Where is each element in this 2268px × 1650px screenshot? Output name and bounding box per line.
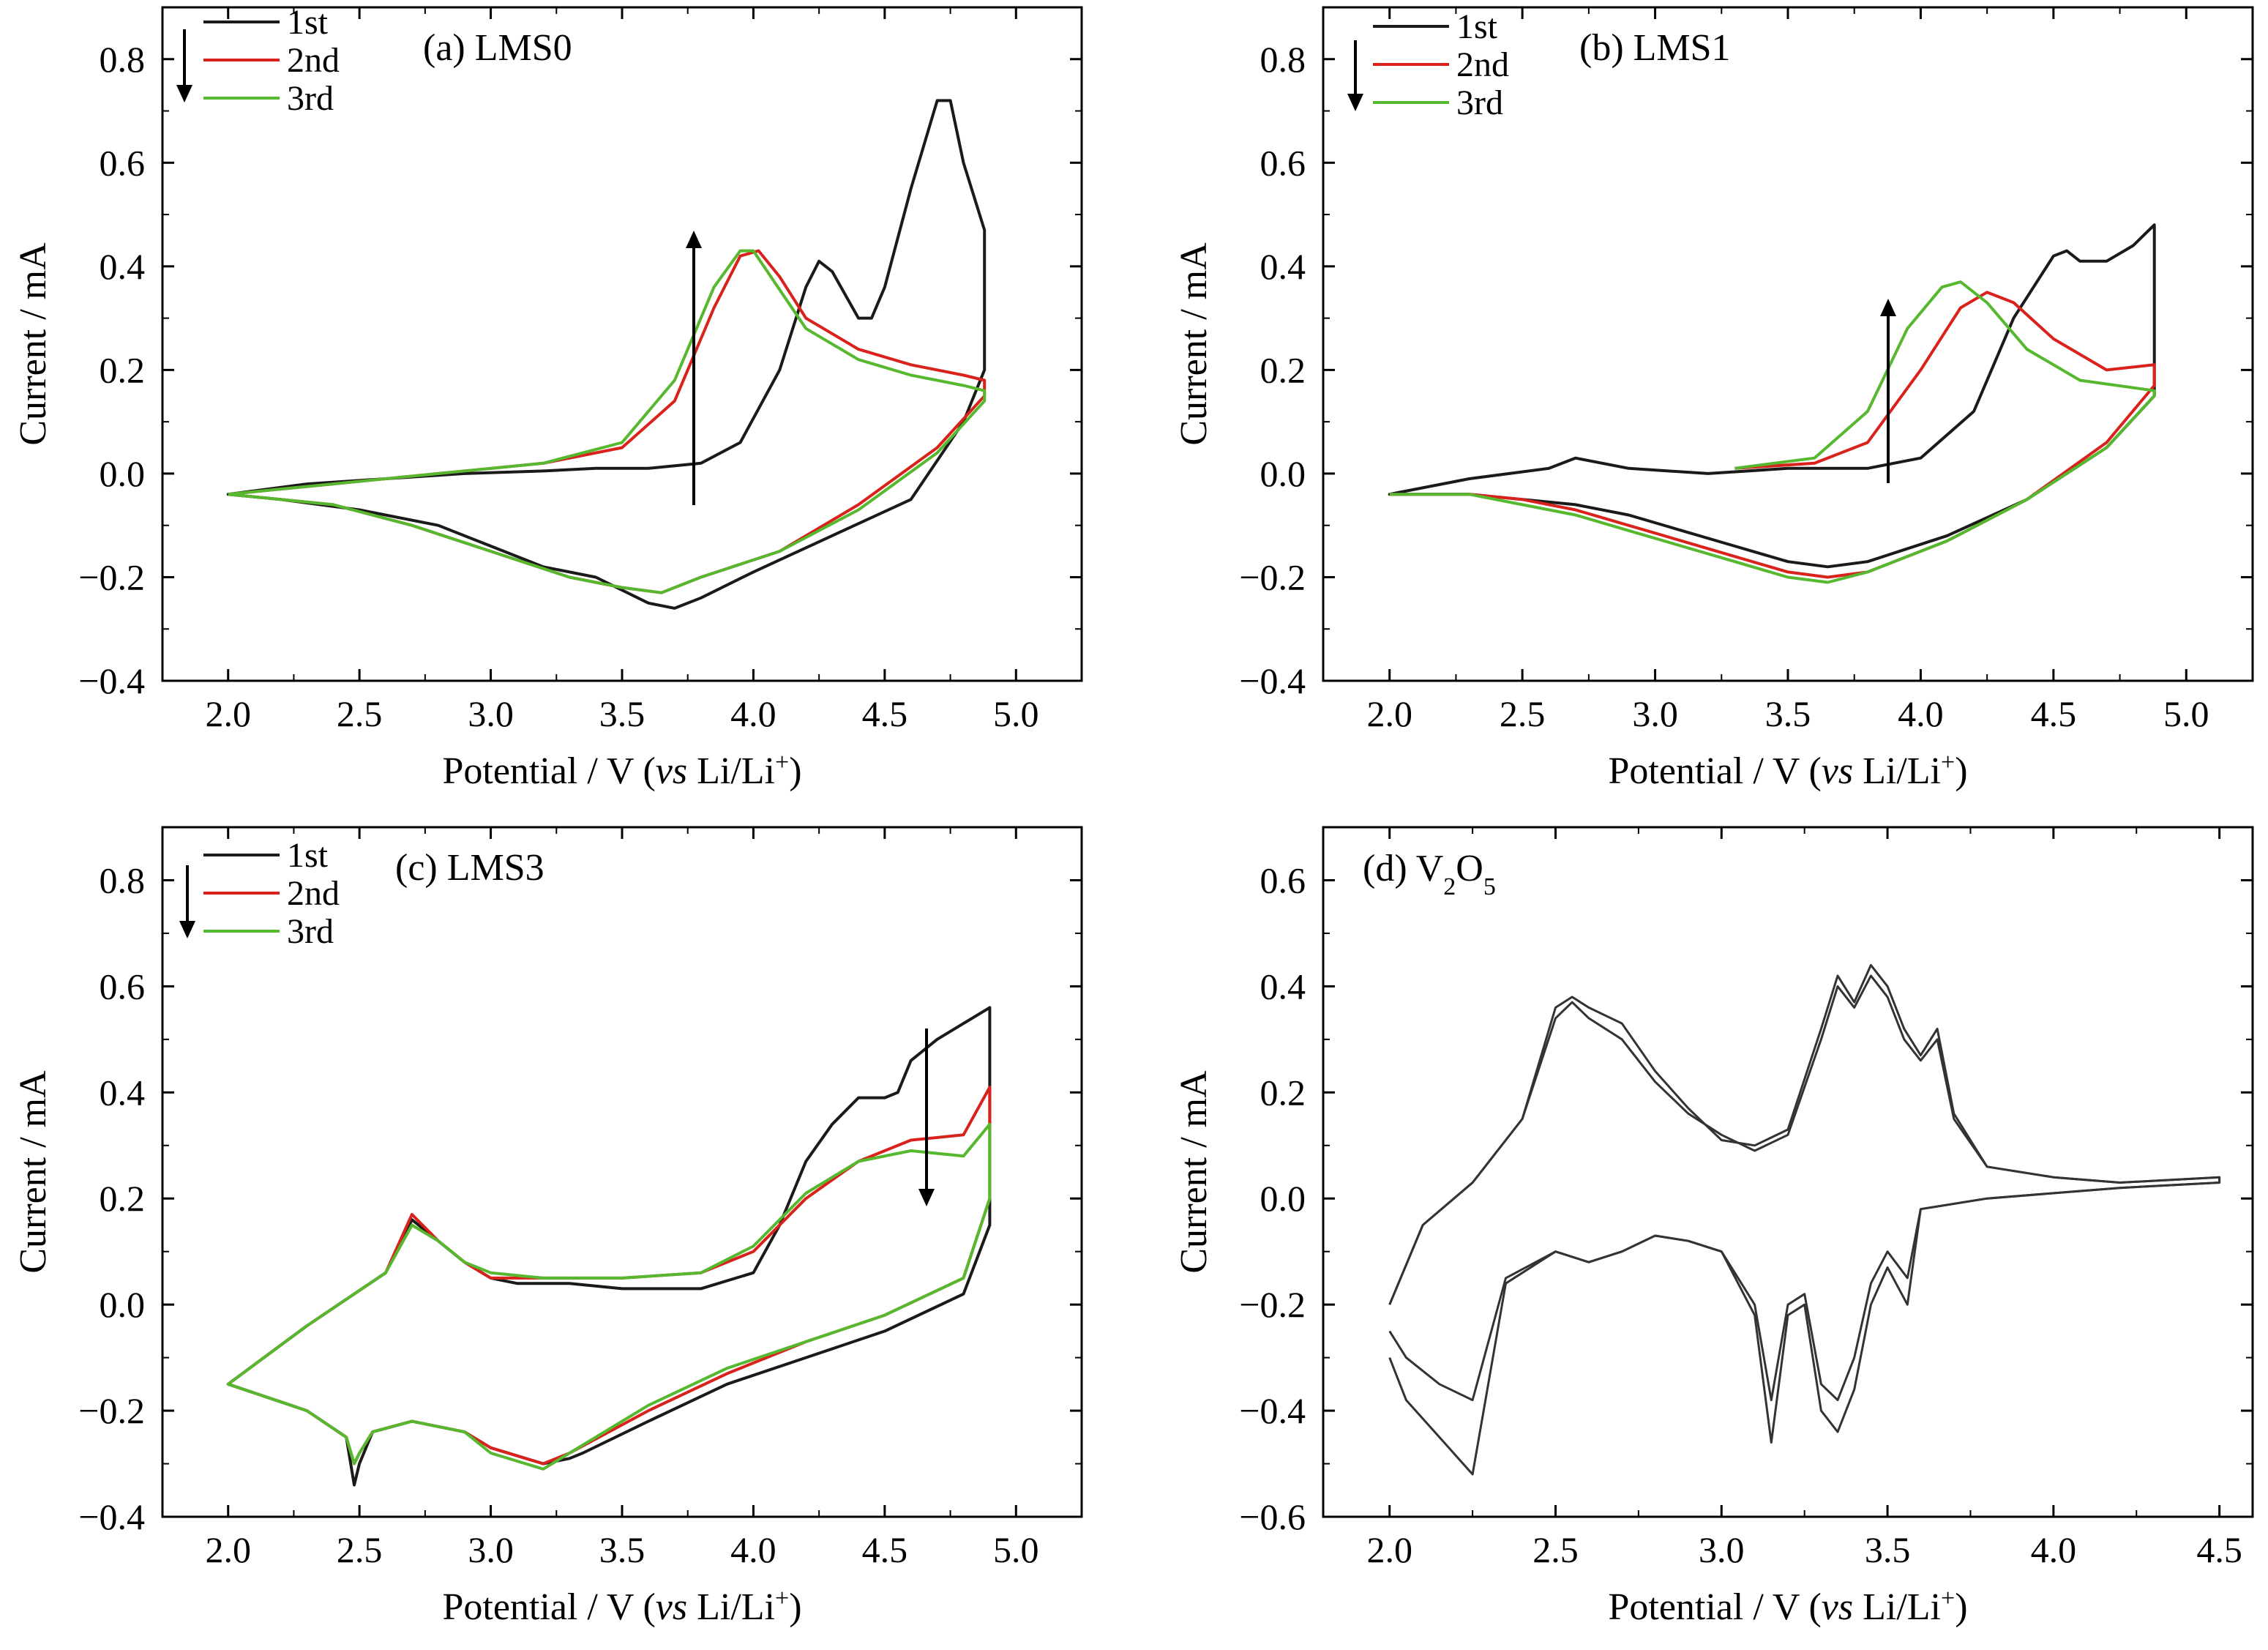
scan-arrow-head bbox=[1880, 299, 1896, 316]
series-line-3rd bbox=[1389, 280, 2156, 584]
plot-frame bbox=[1322, 826, 2254, 1518]
x-tick-label: 2.5 bbox=[1500, 693, 1546, 734]
series-line-1st bbox=[226, 1006, 992, 1487]
y-axis-label: Current / mA bbox=[12, 1070, 54, 1274]
y-tick-label: −0.4 bbox=[1239, 1390, 1306, 1431]
y-axis-label: Current / mA bbox=[1173, 1070, 1215, 1274]
series-line-3rd bbox=[226, 1122, 992, 1471]
scan-arrow-head bbox=[179, 921, 195, 938]
series-line-2nd bbox=[228, 249, 987, 594]
series-line-3rd bbox=[228, 249, 987, 594]
x-tick-label: 4.0 bbox=[730, 693, 776, 734]
x-tick-label: 2.5 bbox=[1532, 1529, 1579, 1570]
chart-panel-2: 2.0 2.5 3.0 3.5 4.0 4.5 5.0 −0.4 −0.2 0.0 0.2 0.4 0.… bbox=[12, 826, 1083, 1629]
x-axis-label: Potential / V (vs Li/Li+) bbox=[1608, 1585, 1967, 1629]
x-tick-label: 3.5 bbox=[599, 1529, 645, 1570]
legend-label-2nd: 2nd bbox=[287, 41, 340, 80]
x-tick-label: 5.0 bbox=[2163, 693, 2209, 734]
legend-label-1st: 1st bbox=[287, 836, 329, 875]
legend-label-3rd: 3rd bbox=[287, 79, 334, 118]
panel-title: (d) V2O5 bbox=[1363, 848, 1496, 900]
y-tick-label: 0.4 bbox=[1260, 966, 1306, 1007]
y-tick-label: 0.2 bbox=[1260, 349, 1306, 390]
y-tick-label: 0.0 bbox=[100, 453, 146, 494]
x-tick-label: 2.0 bbox=[205, 1529, 251, 1570]
y-tick-label: 0.0 bbox=[1260, 1178, 1306, 1219]
y-tick-label: −0.4 bbox=[1239, 660, 1306, 701]
x-tick-label: 4.0 bbox=[2031, 1529, 2077, 1570]
x-tick-label: 3.0 bbox=[1632, 693, 1678, 734]
legend-label-2nd: 2nd bbox=[287, 874, 340, 913]
x-tick-label: 5.0 bbox=[993, 693, 1039, 734]
series-line-cycle-1 bbox=[1388, 963, 2221, 1476]
x-tick-label: 2.5 bbox=[337, 693, 383, 734]
chart-panel-3: 2.0 2.5 3.0 3.5 4.0 4.5 −0.6 −0.4 −0.2 0.0 0.2 0.4 0… bbox=[1173, 826, 2254, 1629]
x-tick-label: 4.0 bbox=[1898, 693, 1944, 734]
x-tick-label: 3.5 bbox=[599, 693, 645, 734]
y-axis-label: Current / mA bbox=[12, 242, 54, 446]
x-axis-label: Potential / V (vs Li/Li+) bbox=[442, 1585, 801, 1629]
y-tick-label: 0.6 bbox=[100, 142, 146, 183]
y-tick-label: 0.2 bbox=[100, 1178, 146, 1219]
x-tick-label: 4.5 bbox=[862, 693, 908, 734]
series-line-cycle-0 bbox=[1388, 974, 2221, 1402]
y-tick-label: 0.4 bbox=[100, 1072, 146, 1113]
x-tick-label: 3.0 bbox=[468, 693, 514, 734]
y-tick-label: −0.2 bbox=[1239, 1284, 1306, 1325]
x-tick-label: 3.5 bbox=[1765, 693, 1811, 734]
x-tick-label: 4.5 bbox=[2031, 693, 2077, 734]
y-tick-label: 0.8 bbox=[100, 859, 146, 900]
y-tick-label: −0.4 bbox=[78, 1496, 145, 1537]
x-tick-label: 2.0 bbox=[1366, 693, 1412, 734]
x-tick-label: 2.0 bbox=[1366, 1529, 1412, 1570]
panel-title: (c) LMS3 bbox=[395, 847, 544, 889]
panel-title: (a) LMS0 bbox=[423, 27, 572, 69]
x-tick-label: 4.0 bbox=[730, 1529, 776, 1570]
x-tick-label: 4.5 bbox=[2196, 1529, 2242, 1570]
x-axis-label: Potential / V (vs Li/Li+) bbox=[442, 749, 801, 793]
y-axis-label: Current / mA bbox=[1173, 242, 1215, 446]
chart-panel-0: 2.0 2.5 3.0 3.5 4.0 4.5 5.0 −0.4 −0.2 0.0 0.2 0.4 0.… bbox=[12, 3, 1083, 793]
y-tick-label: 0.6 bbox=[1260, 859, 1306, 900]
x-tick-label: 3.5 bbox=[1865, 1529, 1911, 1570]
scan-arrow-head bbox=[918, 1189, 935, 1206]
legend-label-1st: 1st bbox=[1456, 7, 1498, 46]
series-line-1st bbox=[1388, 223, 2156, 569]
y-tick-label: 0.4 bbox=[1260, 246, 1306, 287]
chart-panel-1: 2.0 2.5 3.0 3.5 4.0 4.5 5.0 −0.4 −0.2 0.0 0.2 0.4 0.… bbox=[1173, 6, 2254, 793]
scan-arrow-head bbox=[1347, 94, 1363, 111]
y-tick-label: 0.2 bbox=[100, 349, 146, 390]
y-tick-label: −0.4 bbox=[78, 660, 145, 701]
x-tick-label: 3.0 bbox=[468, 1529, 514, 1570]
y-tick-label: 0.2 bbox=[1260, 1072, 1306, 1113]
scan-arrow-head bbox=[686, 231, 702, 248]
series-line-2nd bbox=[226, 1086, 992, 1466]
y-tick-label: −0.2 bbox=[78, 1390, 145, 1431]
y-tick-label: 0.0 bbox=[100, 1284, 146, 1325]
y-tick-label: −0.2 bbox=[1239, 556, 1306, 597]
legend-label-2nd: 2nd bbox=[1456, 45, 1509, 84]
y-tick-label: −0.2 bbox=[78, 556, 145, 597]
x-tick-label: 2.5 bbox=[337, 1529, 383, 1570]
legend-label-3rd: 3rd bbox=[1456, 83, 1503, 122]
legend-label-3rd: 3rd bbox=[287, 912, 334, 951]
scan-arrow-head bbox=[176, 85, 192, 102]
y-tick-label: 0.8 bbox=[100, 39, 146, 80]
x-axis-label: Potential / V (vs Li/Li+) bbox=[1608, 749, 1967, 793]
x-tick-label: 3.0 bbox=[1699, 1529, 1745, 1570]
y-tick-label: 0.6 bbox=[100, 966, 146, 1007]
x-tick-label: 5.0 bbox=[993, 1529, 1039, 1570]
panel-title: (b) LMS1 bbox=[1579, 27, 1731, 69]
y-tick-label: −0.6 bbox=[1239, 1496, 1306, 1537]
y-tick-label: 0.0 bbox=[1260, 453, 1306, 494]
y-tick-label: 0.6 bbox=[1260, 142, 1306, 183]
series-line-2nd bbox=[1389, 291, 2156, 579]
x-tick-label: 2.0 bbox=[205, 693, 251, 734]
x-tick-label: 4.5 bbox=[862, 1529, 908, 1570]
legend-label-1st: 1st bbox=[287, 3, 329, 42]
y-tick-label: 0.4 bbox=[100, 246, 146, 287]
y-tick-label: 0.8 bbox=[1260, 39, 1306, 80]
